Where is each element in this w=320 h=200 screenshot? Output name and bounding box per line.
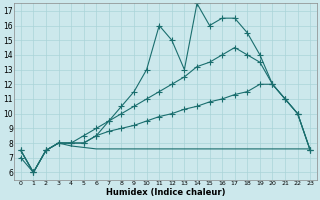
X-axis label: Humidex (Indice chaleur): Humidex (Indice chaleur) — [106, 188, 225, 197]
